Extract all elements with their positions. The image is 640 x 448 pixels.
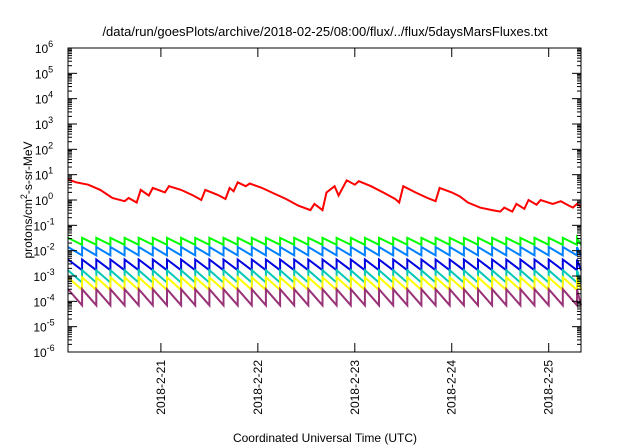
x-tick-label: 2018-2-25: [542, 360, 556, 415]
series-line-4: [67, 257, 582, 273]
series-line-2: [67, 234, 582, 247]
x-axis-label: Coordinated Universal Time (UTC): [233, 431, 417, 445]
y-axis-label: protons/cm2-s-sr-MeV: [19, 141, 35, 258]
chart-title: /data/run/goesPlots/archive/2018-02-25/0…: [102, 24, 548, 39]
y-tick-label: 101: [35, 166, 53, 183]
y-tick-label: 100: [35, 191, 53, 208]
y-tick-label: 102: [35, 140, 53, 157]
y-tick-label: 10-2: [33, 242, 54, 259]
series-line-7: [67, 286, 582, 308]
y-axis: 10-6 10-5 10-4 10-3 10-2 10-1 100 101 102 103 104 1…: [33, 39, 581, 360]
x-tick-label: 2018-2-21: [154, 360, 168, 415]
y-tick-label: 10-4: [33, 292, 54, 309]
y-tick-label: 10-3: [33, 267, 54, 284]
y-tick-label: 105: [35, 64, 53, 81]
series-layer: [67, 178, 582, 308]
y-tick-label: 10-6: [33, 343, 54, 360]
y-tick-label: 103: [35, 115, 53, 132]
x-axis: 2018-2-21 2018-2-22 2018-2-23 2018-2-24 2018…: [154, 48, 556, 415]
y-tick-label: 10-1: [33, 216, 54, 233]
x-tick-label: 2018-2-24: [445, 360, 459, 415]
series-line-1: [67, 178, 582, 213]
y-tick-label: 106: [35, 39, 53, 56]
series-line-6: [67, 274, 582, 293]
y-tick-label: 104: [35, 90, 53, 107]
x-tick-label: 2018-2-23: [348, 360, 362, 415]
x-tick-label: 2018-2-22: [251, 360, 265, 415]
y-tick-label: 10-5: [33, 318, 54, 335]
series-line-3: [67, 245, 582, 258]
series-line-5: [67, 267, 582, 285]
